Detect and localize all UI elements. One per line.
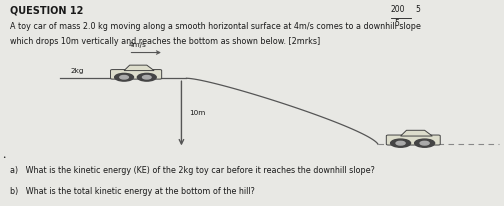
Circle shape: [138, 73, 156, 81]
Text: A toy car of mass 2.0 kg moving along a smooth horizontal surface at 4m/s comes : A toy car of mass 2.0 kg moving along a …: [10, 22, 421, 31]
Polygon shape: [124, 65, 154, 71]
Circle shape: [143, 76, 151, 79]
Text: 5: 5: [394, 19, 399, 28]
Text: 5: 5: [416, 5, 421, 14]
Text: •: •: [3, 154, 6, 159]
Text: QUESTION 12: QUESTION 12: [10, 5, 84, 15]
Circle shape: [120, 76, 129, 79]
Circle shape: [115, 73, 134, 81]
Text: 4m/s: 4m/s: [129, 42, 146, 48]
Text: which drops 10m vertically and reaches the bottom as shown below. [2mrks]: which drops 10m vertically and reaches t…: [10, 37, 321, 46]
Text: b)   What is the total kinetic energy at the bottom of the hill?: b) What is the total kinetic energy at t…: [10, 187, 255, 197]
Circle shape: [420, 141, 429, 145]
Text: 200: 200: [391, 5, 405, 14]
Circle shape: [396, 141, 405, 145]
Circle shape: [391, 139, 411, 147]
FancyBboxPatch shape: [386, 135, 440, 145]
Circle shape: [415, 139, 434, 147]
Text: 10m: 10m: [189, 110, 205, 116]
Text: 2kg: 2kg: [71, 68, 84, 74]
FancyBboxPatch shape: [110, 70, 162, 79]
Polygon shape: [401, 130, 432, 136]
Text: a)   What is the kinetic energy (KE) of the 2kg toy car before it reaches the do: a) What is the kinetic energy (KE) of th…: [10, 166, 375, 175]
